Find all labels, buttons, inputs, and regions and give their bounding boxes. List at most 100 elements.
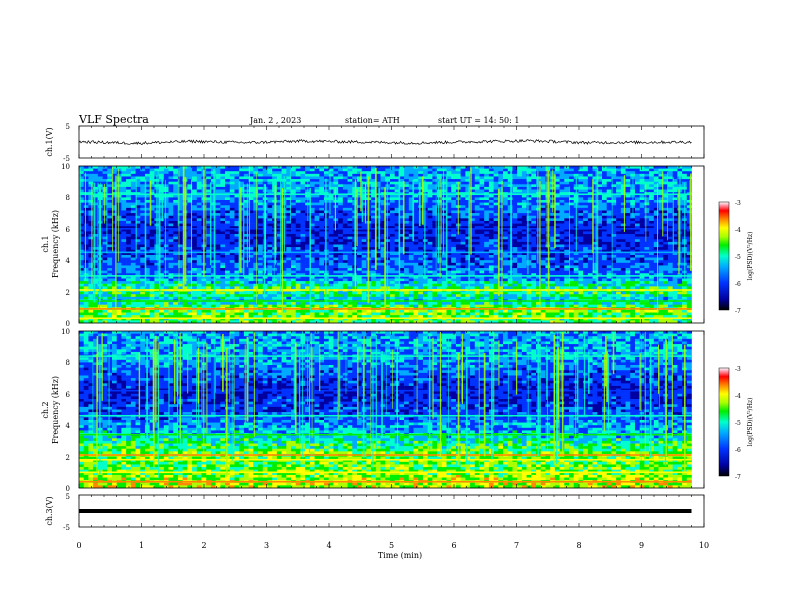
spectrogram-cell (173, 205, 179, 209)
spectrogram-cell (667, 213, 673, 217)
spectrogram-cell (531, 220, 537, 224)
spectrogram-cell (215, 262, 221, 266)
spectrogram-cell (295, 244, 301, 248)
spectrogram-cell (253, 254, 259, 258)
spectrogram-cell (300, 247, 306, 251)
spectrogram-cell (361, 218, 367, 222)
spectrogram-cell (121, 171, 127, 175)
spectrogram-cell (93, 231, 99, 235)
spectrogram-cell (140, 197, 146, 201)
spectrogram-cell (663, 215, 669, 219)
spectrogram-cell (126, 205, 132, 209)
spectrogram-cell (102, 249, 108, 253)
spectrogram-cell (126, 231, 132, 235)
spectrogram-cell (107, 226, 113, 230)
spectrogram-cell (587, 168, 593, 172)
spectrogram-cell (625, 166, 631, 169)
spectrogram-cell (606, 205, 612, 209)
spectrogram-cell (531, 247, 537, 251)
spectrogram-cell (149, 166, 155, 169)
spectrogram-cell (479, 226, 485, 230)
spectrogram-cell (88, 239, 94, 243)
spectrogram-cell (686, 173, 692, 177)
spectrogram-cell (653, 241, 659, 245)
spectrogram-cell (210, 247, 216, 251)
spectrogram-cell (356, 181, 362, 185)
spectrogram-cell (686, 176, 692, 180)
spectrogram-cell (215, 213, 221, 217)
spectrogram-cell (168, 220, 174, 224)
spectrogram-cell (196, 176, 202, 180)
spectrogram-cell (540, 173, 546, 177)
spectrogram-cell (229, 207, 235, 211)
spectrogram-cell (413, 179, 419, 182)
spectrogram-cell (347, 257, 353, 261)
spectrogram-cell (569, 186, 575, 190)
spectrogram-cell (573, 171, 579, 175)
spectrogram-cell (620, 202, 626, 206)
spectrogram-cell (295, 234, 301, 237)
spectrogram-cell (272, 254, 278, 258)
spectrogram-cell (686, 244, 692, 248)
spectrogram-cell (413, 257, 419, 261)
spectrogram-cell (493, 239, 499, 243)
spectrogram-cell (507, 168, 513, 172)
spectrogram-cell (163, 220, 169, 224)
spectrogram-cell (253, 205, 259, 209)
spectrogram-cell (276, 218, 282, 222)
spectrogram-cell (111, 262, 117, 266)
spectrogram-cell (267, 260, 273, 264)
spectrogram-cell (229, 249, 235, 253)
spectrogram-cell (394, 236, 400, 240)
spectrogram-cell (229, 260, 235, 264)
spectrogram-cell (526, 228, 532, 232)
spectrogram-cell (229, 236, 235, 240)
spectrogram-cell (521, 205, 527, 209)
spectrogram-cell (267, 213, 273, 217)
spectrogram-cell (437, 218, 443, 222)
spectrogram-cell (225, 215, 231, 219)
spectrogram-cell (361, 207, 367, 211)
spectrogram-cell (564, 257, 570, 261)
spectrogram-cell (667, 215, 673, 219)
spectrogram-cell (597, 200, 603, 203)
spectrogram-cell (182, 171, 188, 175)
spectrogram-cell (573, 252, 579, 256)
spectrogram-cell (667, 254, 673, 258)
spectrogram-cell (587, 239, 593, 243)
spectrogram-cell (276, 189, 282, 193)
spectrogram-cell (474, 220, 480, 224)
spectrogram-cell (126, 210, 132, 214)
spectrogram-cell (479, 166, 485, 169)
spectrogram-cell (592, 207, 598, 211)
spectrogram-cell (267, 189, 273, 193)
spectrogram-cell (394, 228, 400, 232)
spectrogram-cell (432, 200, 438, 203)
spectrogram-cell (267, 197, 273, 201)
spectrogram-cell (611, 202, 617, 206)
spectrogram-cell (658, 184, 664, 188)
spectrogram-cell (573, 262, 579, 266)
spectrogram-cell (107, 194, 113, 198)
spectrogram-cell (569, 236, 575, 240)
spectrogram-cell (79, 179, 85, 182)
spectrogram-cell (319, 194, 325, 198)
spectrogram-cell (272, 218, 278, 222)
spectrogram-cell (470, 210, 476, 214)
spectrogram-cell (686, 260, 692, 264)
spectrogram-cell (196, 173, 202, 177)
spectrogram-cell (606, 247, 612, 251)
spectrogram-cell (413, 197, 419, 201)
spectrogram-cell (658, 249, 664, 253)
spectrogram-cell (611, 254, 617, 258)
spectrogram-cell (135, 194, 141, 198)
spectrogram-cell (168, 260, 174, 264)
spectrogram-cell (83, 218, 89, 222)
spectrogram-cell (220, 244, 226, 248)
spectrogram-cell (324, 168, 330, 172)
spectrogram-cell (356, 210, 362, 214)
spectrogram-cell (639, 202, 645, 206)
spectrogram-cell (526, 194, 532, 198)
spectrogram-cell (234, 254, 240, 258)
spectrogram-cell (649, 184, 655, 188)
